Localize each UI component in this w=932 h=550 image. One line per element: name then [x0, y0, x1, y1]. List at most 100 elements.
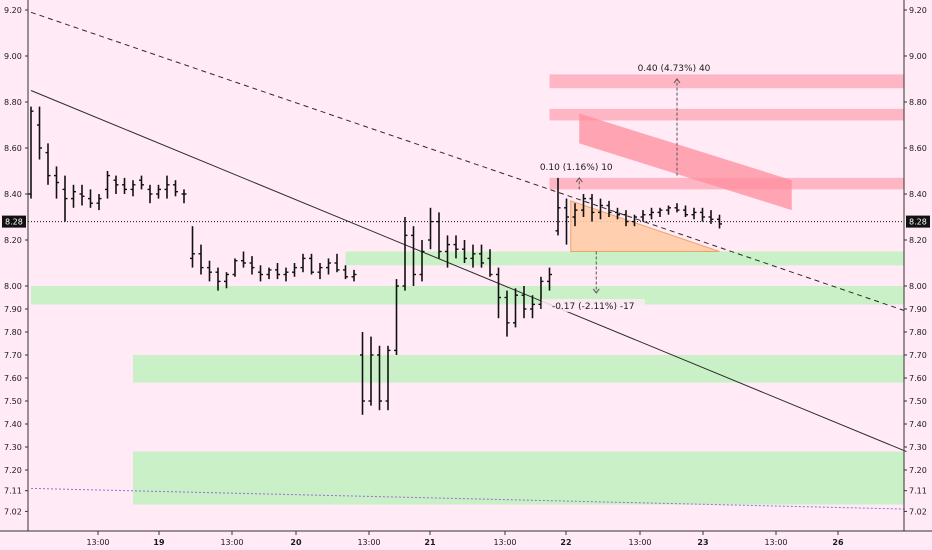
ohlc-bar	[54, 166, 59, 199]
ohlc-bar	[275, 263, 280, 280]
ohlc-bar	[513, 288, 518, 328]
ohlc-bar	[479, 244, 484, 268]
ohlc-bar	[640, 210, 646, 222]
y-tick-label-left: 7.60	[4, 374, 22, 383]
ohlc-bar	[547, 267, 552, 291]
ohlc-bar	[530, 295, 535, 319]
projection-label: 0.10 (1.16%) 10	[540, 163, 613, 173]
ohlc-bar	[717, 214, 722, 229]
support-zone-0	[345, 251, 904, 266]
x-tick-label: 13:00	[86, 538, 109, 547]
y-tick-label-right: 7.40	[909, 420, 927, 429]
y-tick-label-right: 7.30	[909, 443, 927, 452]
y-tick-label-right: 7.60	[909, 374, 927, 383]
y-tick-label-right: 8.80	[909, 98, 927, 107]
ohlc-bar	[632, 214, 637, 227]
x-tick-label: 13:00	[628, 538, 651, 547]
ohlc-bar	[453, 235, 459, 259]
ohlc-bar	[190, 226, 195, 268]
ohlc-bar	[28, 106, 34, 199]
ohlc-bar	[470, 244, 476, 268]
projection-arrowhead	[592, 288, 600, 294]
ohlc-bar	[139, 175, 144, 190]
trendline-dotted	[30, 487, 907, 510]
projection-label: -0.17 (-2.11%) -17	[552, 302, 635, 312]
last-price-label-left: 8.28	[5, 218, 23, 227]
y-tick-label-right: 7.90	[909, 305, 927, 314]
pattern-layer	[570, 113, 792, 252]
ohlc-bar	[555, 177, 561, 236]
ohlc-bar	[538, 276, 544, 309]
x-tick-label: 13:00	[764, 538, 787, 547]
trendline-layer	[28, 11, 907, 510]
projection-label-bg	[532, 159, 620, 173]
ohlc-bar	[326, 258, 331, 275]
y-tick-label-left: 7.11	[4, 487, 22, 496]
support-zone-2	[133, 355, 904, 383]
y-tick-label-left: 7.20	[4, 466, 22, 475]
support-zone-3	[133, 451, 904, 505]
ohlc-bar	[300, 253, 306, 273]
ohlc-bar	[666, 205, 671, 215]
x-tick-label: 13:00	[220, 538, 243, 547]
resistance-zone-5	[549, 108, 904, 121]
ohlc-bar	[402, 217, 408, 291]
ohlc-bar	[207, 260, 212, 282]
y-tick-label-right: 9.00	[909, 52, 927, 61]
annotation-layer: 0.40 (4.73%) 40 0.10 (1.16%) 10 -0.17 (-2.…	[532, 61, 718, 312]
y-tick-label-left: 8.40	[4, 190, 22, 199]
ohlc-bar	[572, 203, 578, 227]
x-tick-label: 22	[560, 538, 571, 547]
ohlc-bar	[249, 256, 255, 275]
y-tick-label-right: 7.80	[909, 328, 927, 337]
y-tick-label-right: 7.70	[909, 351, 927, 360]
ohlc-bar	[147, 184, 153, 204]
ohlc-bar	[419, 240, 425, 282]
ohlc-bar	[606, 200, 612, 217]
ohlc-bar	[71, 184, 76, 208]
y-tick-label-left: 7.40	[4, 420, 22, 429]
ohlc-bar	[79, 184, 85, 206]
ohlc-bar	[317, 263, 323, 280]
ohlc-bar	[674, 203, 680, 213]
ohlc-bar	[215, 267, 221, 291]
y-tick-label-right: 9.20	[909, 6, 927, 15]
y-tick-label-left: 7.02	[4, 507, 22, 516]
ohlc-bar	[436, 212, 442, 259]
last-price-label-right: 8.28	[909, 218, 927, 227]
ohlc-bar	[343, 265, 348, 280]
ohlc-bar	[700, 207, 705, 222]
ohlc-bar	[164, 175, 170, 199]
ohlc-bar	[377, 345, 382, 411]
x-tick-label: 13:00	[493, 538, 516, 547]
y-tick-label-left: 8.00	[4, 282, 22, 291]
y-tick-label-right: 8.40	[909, 190, 927, 199]
ohlc-bar	[462, 240, 467, 263]
y-tick-label-left: 9.20	[4, 6, 22, 15]
triangle-pattern	[570, 200, 720, 252]
x-tick-label: 21	[424, 538, 436, 547]
ohlc-bar	[351, 269, 357, 282]
y-tick-label-left: 8.60	[4, 144, 22, 153]
ohlc-bar	[37, 106, 42, 160]
ohlc-bar	[564, 198, 569, 245]
ohlc-bar	[691, 207, 697, 220]
ohlc-bar	[589, 194, 595, 222]
y-tick-label-right: 8.20	[909, 236, 927, 245]
trendline-solid	[30, 90, 907, 453]
ohlc-bar	[181, 189, 187, 204]
ohlc-bar	[581, 194, 586, 217]
ohlc-bar	[113, 175, 119, 194]
ohlc-bar	[394, 279, 399, 355]
ohlc-bar	[156, 184, 161, 199]
ohlc-bar	[487, 249, 493, 277]
ohlc-bar	[683, 205, 688, 217]
ohlc-bar	[598, 198, 603, 220]
ohlc-bar	[105, 171, 110, 199]
x-tick-label: 13:00	[357, 538, 380, 547]
ohlc-bar	[258, 265, 263, 282]
ohlc-bar	[173, 180, 178, 197]
ohlc-bar	[224, 272, 229, 289]
